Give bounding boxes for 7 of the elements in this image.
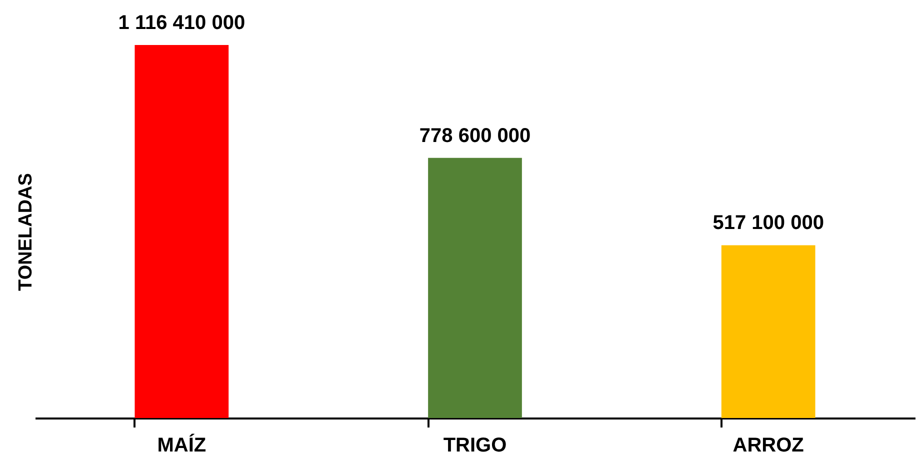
data-label: 1 116 410 000 <box>118 12 246 34</box>
x-tick-label: TRIGO <box>443 434 507 456</box>
data-label: 517 100 000 <box>712 212 824 234</box>
data-label: 778 600 000 <box>419 124 531 147</box>
y-axis-title: TONELADAS <box>16 173 36 291</box>
x-tick-label: ARROZ <box>732 434 804 456</box>
x-tick-label: MAÍZ <box>157 434 206 456</box>
